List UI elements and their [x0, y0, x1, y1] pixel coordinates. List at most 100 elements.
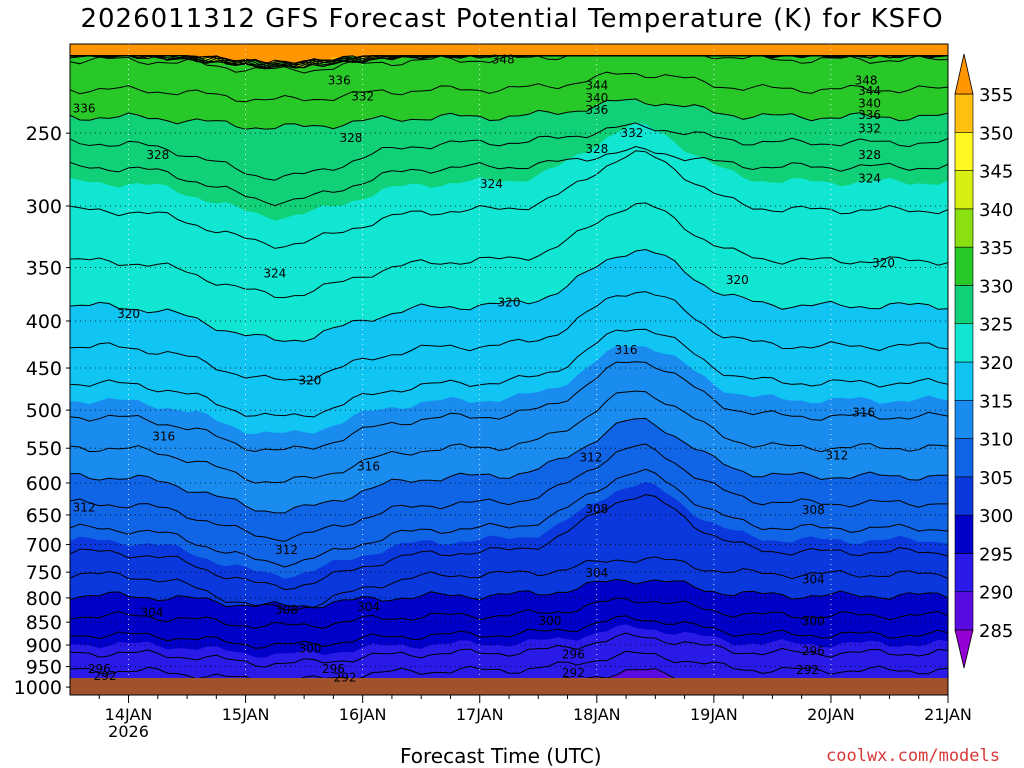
contour-label: 344 — [585, 79, 608, 93]
contour-label: 316 — [615, 343, 638, 357]
colorbar-tick-label: 335 — [979, 238, 1013, 259]
x-axis: 14JAN 15JAN 16JAN 17JAN 18JAN 19JAN 20JAN 21JAN… — [98, 695, 972, 741]
contour-label: 324 — [480, 177, 503, 191]
colorbar-box — [954, 131, 974, 171]
colorbar-box — [954, 591, 974, 631]
contour-label: 336 — [585, 103, 608, 117]
contour-label: 312 — [73, 501, 96, 515]
colorbar-box — [954, 361, 974, 401]
isentrope-306 — [70, 468, 948, 568]
x-tick-label: 14JAN — [105, 705, 153, 724]
colorbar-tick-label: 350 — [979, 123, 1013, 144]
contour-label: 336 — [328, 73, 351, 87]
contour-label: 316 — [852, 406, 875, 420]
contour-label: 328 — [585, 142, 608, 156]
contour-label: 336 — [73, 101, 96, 115]
colorbar-box — [954, 514, 974, 554]
y-tick-label: 650 — [26, 505, 62, 527]
contour-label: 336 — [858, 108, 881, 122]
isentrope-350 — [70, 55, 948, 68]
fill-band-290 — [70, 624, 948, 695]
contour-label: 348 — [855, 73, 878, 87]
colorbar-tick-label: 325 — [979, 315, 1013, 336]
contour-label: 296 — [88, 662, 111, 676]
x-tick-label: 16JAN — [339, 705, 387, 724]
x-axis-title: Forecast Time (UTC) — [400, 744, 602, 768]
contour-label: 316 — [152, 429, 175, 443]
isentrope-298 — [70, 597, 948, 629]
terrain-band — [70, 678, 948, 695]
isentrope-314 — [70, 361, 948, 452]
x-tick-label: 19JAN — [690, 705, 738, 724]
contour-label: 328 — [858, 148, 881, 162]
contour-label: 300 — [539, 614, 562, 628]
x-tick-label: 21JAN — [924, 705, 972, 724]
colorbar-tick-label: 305 — [979, 468, 1013, 489]
contour-label: 292 — [562, 666, 585, 680]
contour-label: 292 — [94, 669, 117, 683]
isentrope-318 — [70, 291, 948, 382]
isentrope-302 — [70, 556, 948, 611]
isentrope-292 — [70, 650, 948, 685]
colorbar-tick-label: 290 — [979, 583, 1013, 604]
colorbar-tick-label: 340 — [979, 200, 1013, 221]
colorbar-tick-label: 355 — [979, 85, 1013, 106]
isentrope-332 — [70, 71, 948, 103]
y-tick-label: 250 — [26, 123, 62, 145]
contour-label: 328 — [146, 148, 169, 162]
colorbar-tick-label: 320 — [979, 353, 1013, 374]
isentrope-320 — [70, 248, 948, 342]
y-axis: 2503003504004505005506006507007508008509… — [14, 123, 70, 699]
isentrope-330 — [70, 98, 948, 130]
contour-label: 300 — [299, 642, 322, 656]
y-tick-label: 350 — [26, 258, 62, 280]
y-tick-label: 750 — [26, 562, 62, 584]
contour-label: 308 — [802, 503, 825, 517]
colorbar-tick-label: 285 — [979, 621, 1013, 642]
colorbar-box — [954, 208, 974, 248]
contour-label: 320 — [872, 256, 895, 270]
contour-label: 320 — [498, 296, 521, 310]
contour-label: 292 — [796, 663, 819, 677]
x-tick-label: 20JAN — [807, 705, 855, 724]
y-tick-label: 600 — [26, 473, 62, 495]
temperature-fill — [70, 44, 948, 695]
colorbar-tick-label: 300 — [979, 506, 1013, 527]
isentrope-304 — [70, 494, 948, 591]
colorbar-tick-label: 315 — [979, 391, 1013, 412]
isentrope-310 — [70, 417, 948, 514]
y-tick-label: 550 — [26, 438, 62, 460]
isentrope-308 — [70, 443, 948, 543]
y-tick-label: 300 — [26, 196, 62, 218]
contour-label: 312 — [825, 448, 848, 462]
colorbar: 285 290 295 300 305 310 315 320 325 330 335 340 345 3… — [954, 53, 1013, 669]
contour-label: 340 — [585, 91, 608, 105]
colorbar-box — [954, 285, 974, 325]
contour-label: 312 — [579, 451, 602, 465]
contour-label: 304 — [140, 606, 163, 620]
contour-label: 300 — [802, 614, 825, 628]
y-tick-label: 500 — [26, 400, 62, 422]
colorbar-box — [954, 93, 974, 133]
contour-label: 316 — [357, 460, 380, 474]
contour-label: 320 — [726, 273, 749, 287]
colorbar-tick-label: 295 — [979, 544, 1013, 565]
x-tick-label: 15JAN — [222, 705, 270, 724]
isentrope-324 — [70, 150, 948, 249]
isentrope-328 — [70, 122, 948, 181]
contour-label: 340 — [858, 96, 881, 110]
contour-label: 324 — [858, 171, 881, 185]
contour-label: 304 — [357, 600, 380, 614]
contour-label: 332 — [858, 121, 881, 135]
isentrope-312 — [70, 390, 948, 484]
colorbar-box — [954, 170, 974, 210]
y-tick-label: 850 — [26, 612, 62, 634]
y-tick-label: 450 — [26, 358, 62, 380]
contour-label: 304 — [802, 573, 825, 587]
x-year-label: 2026 — [108, 722, 149, 741]
colorbar-high-arrow — [954, 53, 974, 95]
colorbar-tick-label: 330 — [979, 276, 1013, 297]
colorbar-box — [954, 399, 974, 439]
